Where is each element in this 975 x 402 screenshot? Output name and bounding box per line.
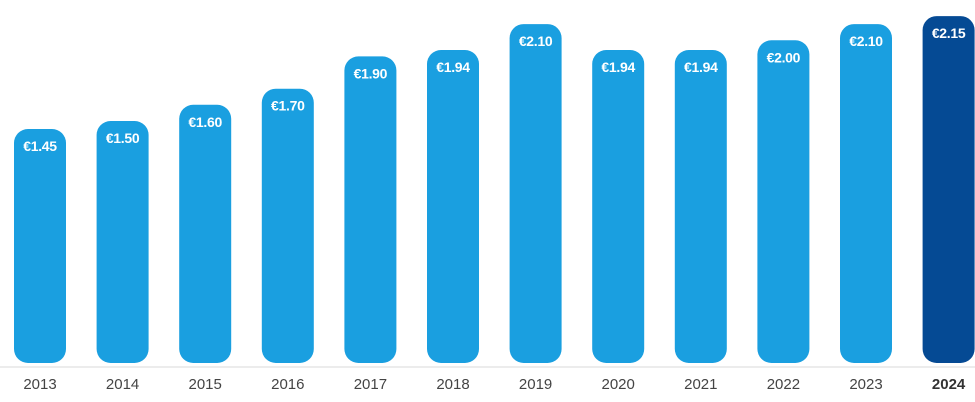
bar-2017 [344,56,397,364]
bars-group [14,16,975,364]
x-tick-label-2017: 2017 [354,376,387,393]
bar-2020 [592,50,645,363]
x-tick-label-2015: 2015 [189,376,222,393]
bar-2013 [14,129,66,363]
x-tick-label-2021: 2021 [684,376,717,393]
value-label-2017: €1.90 [354,65,388,81]
bar-2023 [840,24,892,363]
bar-2019 [509,24,562,363]
x-tick-label-2020: 2020 [602,376,635,393]
value-label-2022: €2.00 [767,49,801,65]
x-tick-label-2018: 2018 [436,376,469,393]
value-labels-group: €1.45 €1.50 €1.60 €1.70 €1.90 €1.94 €2.10 €1.94… [23,25,966,154]
bar-2021 [674,50,727,363]
x-tick-label-2024: 2024 [932,376,966,393]
bar-2014 [96,121,149,363]
value-label-2023: €2.10 [849,33,883,49]
x-tick-label-2014: 2014 [106,376,139,393]
x-tick-labels-group: 2013 2014 2015 2016 2017 2018 2019 2020 2021 2022… [23,376,966,393]
value-label-2020: €1.94 [601,59,635,75]
x-tick-label-2013: 2013 [23,376,56,393]
value-label-2015: €1.60 [188,114,222,130]
x-tick-label-2016: 2016 [271,376,304,393]
value-label-2018: €1.94 [436,59,470,75]
bar-2016 [261,88,314,363]
value-label-2019: €2.10 [519,33,553,49]
bar-2015 [179,104,232,364]
value-label-2013: €1.45 [23,138,57,154]
value-label-2021: €1.94 [684,59,718,75]
bar-2024 [922,16,975,363]
x-tick-label-2022: 2022 [767,376,800,393]
bar-2018 [427,50,479,363]
value-label-2016: €1.70 [271,98,305,114]
value-label-2024: €2.15 [932,25,966,41]
bar-2022 [757,40,810,364]
x-tick-label-2023: 2023 [849,376,882,393]
value-label-2014: €1.50 [106,130,140,146]
x-tick-label-2019: 2019 [519,376,552,393]
